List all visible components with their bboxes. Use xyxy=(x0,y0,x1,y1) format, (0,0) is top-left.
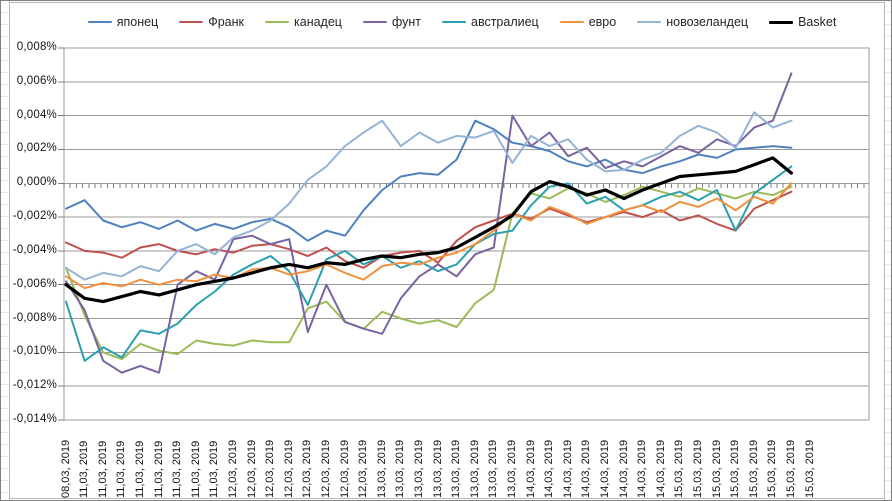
x-axis-tick-label: 11,03, 2019 xyxy=(78,440,91,498)
x-axis-tick-label: 15,03, 2019 xyxy=(784,439,797,498)
legend-line-swatch xyxy=(362,21,387,23)
x-axis-tick-label: 12,03, 2019 xyxy=(357,439,370,498)
x-axis-tick-label: 08,03, 2019 xyxy=(59,439,72,498)
x-axis-tick-label: 14,03, 2019 xyxy=(598,439,611,498)
y-axis-tick-label: 0,000% xyxy=(16,176,57,189)
x-axis-tick-label: 11,03, 2019 xyxy=(96,440,109,498)
legend-label: новозеландец xyxy=(666,15,749,29)
legend-item-5[interactable]: австралиец xyxy=(442,15,539,29)
x-axis-tick-label: 13,03, 2019 xyxy=(487,439,500,498)
x-axis-tick-label: 12,03, 2019 xyxy=(301,439,314,498)
x-axis-tick-label: 13,03, 2019 xyxy=(375,439,388,498)
legend-item-8[interactable]: Basket xyxy=(769,15,836,29)
x-axis-tick-label: 15,03, 2019 xyxy=(691,439,704,498)
x-axis-tick-label: 14,03, 2019 xyxy=(580,439,593,498)
x-axis-tick-label: 11,03, 2019 xyxy=(133,440,146,498)
x-axis-tick-label: 11,03, 2019 xyxy=(115,440,128,498)
x-axis-tick-label: 14,03, 2019 xyxy=(543,439,556,498)
x-axis-tick-label: 15,03, 2019 xyxy=(729,439,742,498)
y-axis-tick-label: -0,002% xyxy=(12,210,57,223)
x-axis-tick-label: 12,03, 2019 xyxy=(282,439,295,498)
x-axis-tick-label: 15,03, 2019 xyxy=(710,439,723,498)
y-axis-tick-label: 0,006% xyxy=(16,74,57,87)
y-axis-tick-label: -0,010% xyxy=(12,345,57,358)
worksheet-grid-right xyxy=(884,1,891,500)
x-axis-tick-label: 14,03, 2019 xyxy=(636,439,649,498)
legend-label: фунт xyxy=(391,15,421,29)
y-axis-tick-label: -0,006% xyxy=(12,277,57,290)
y-axis-tick-label: 0,008% xyxy=(16,41,57,53)
legend-item-2[interactable]: Франк xyxy=(179,15,244,29)
legend-line-swatch xyxy=(87,21,112,23)
legend-line-swatch xyxy=(179,21,204,23)
legend-line-swatch xyxy=(637,21,662,23)
legend-label: японец xyxy=(116,15,159,29)
x-axis-tick-label: 13,03, 2019 xyxy=(394,439,407,498)
x-axis-tick-label: 13,03, 2019 xyxy=(450,439,463,498)
legend-label: австралиец xyxy=(471,15,539,29)
legend-item-1[interactable]: японец xyxy=(87,15,159,29)
x-axis-tick-label: 14,03, 2019 xyxy=(561,439,574,498)
x-axis-tick-label: 13,03, 2019 xyxy=(412,439,425,498)
y-axis-tick-label: -0,008% xyxy=(12,311,57,324)
legend-item-4[interactable]: фунт xyxy=(362,15,421,29)
x-axis-tick-label: 11,03, 2019 xyxy=(152,440,165,498)
x-axis-tick-label: 13,03, 2019 xyxy=(505,439,518,498)
x-axis-tick-label: 13,03, 2019 xyxy=(431,439,444,498)
y-axis-tick-label: -0,014% xyxy=(12,413,57,425)
legend: японец Франк канадец фунт австралиец евро ново… xyxy=(70,11,854,33)
y-axis-tick-label: 0,002% xyxy=(16,142,57,155)
x-axis-tick-label: 12,03, 2019 xyxy=(319,439,332,498)
x-axis-tick-label: 15,03, 2019 xyxy=(803,439,816,498)
x-axis-tick-label: 15,03, 2019 xyxy=(747,439,760,498)
legend-label: Франк xyxy=(208,15,244,29)
legend-item-3[interactable]: канадец xyxy=(265,15,342,29)
x-axis-tick-label: 12,03, 2019 xyxy=(338,439,351,498)
legend-line-swatch xyxy=(265,21,289,23)
x-axis-tick-label: 13,03, 2019 xyxy=(468,439,481,498)
legend-label: канадец xyxy=(294,15,342,29)
x-axis-tick-label: 14,03, 2019 xyxy=(654,439,667,498)
x-axis-tick-label: 12,03, 2019 xyxy=(245,439,258,498)
x-axis-tick-label: 11,03, 2019 xyxy=(208,440,221,498)
legend-label: Basket xyxy=(798,15,837,29)
legend-line-swatch xyxy=(442,21,466,23)
x-axis-tick-label: 12,03, 2019 xyxy=(264,439,277,498)
y-axis-tick-label: -0,004% xyxy=(12,243,57,256)
x-axis-tick-label: 12,03, 2019 xyxy=(226,439,239,498)
legend-item-7[interactable]: новозеландец xyxy=(637,15,748,29)
x-axis-tick-label: 11,03, 2019 xyxy=(171,440,184,498)
x-axis-tick-label: 15,03, 2019 xyxy=(673,439,686,498)
legend-label: евро xyxy=(588,15,617,29)
y-axis-tick-label: -0,012% xyxy=(12,379,57,392)
legend-line-swatch xyxy=(769,20,794,24)
y-axis-tick-label: 0,004% xyxy=(16,108,57,121)
legend-item-6[interactable]: евро xyxy=(559,15,617,29)
x-axis-tick-label: 11,03, 2019 xyxy=(189,440,202,498)
x-axis-tick-label: 15,03, 2019 xyxy=(766,439,779,498)
legend-line-swatch xyxy=(559,21,584,23)
x-axis-tick-label: 14,03, 2019 xyxy=(617,439,630,498)
x-axis-tick-label: 14,03, 2019 xyxy=(524,439,537,498)
